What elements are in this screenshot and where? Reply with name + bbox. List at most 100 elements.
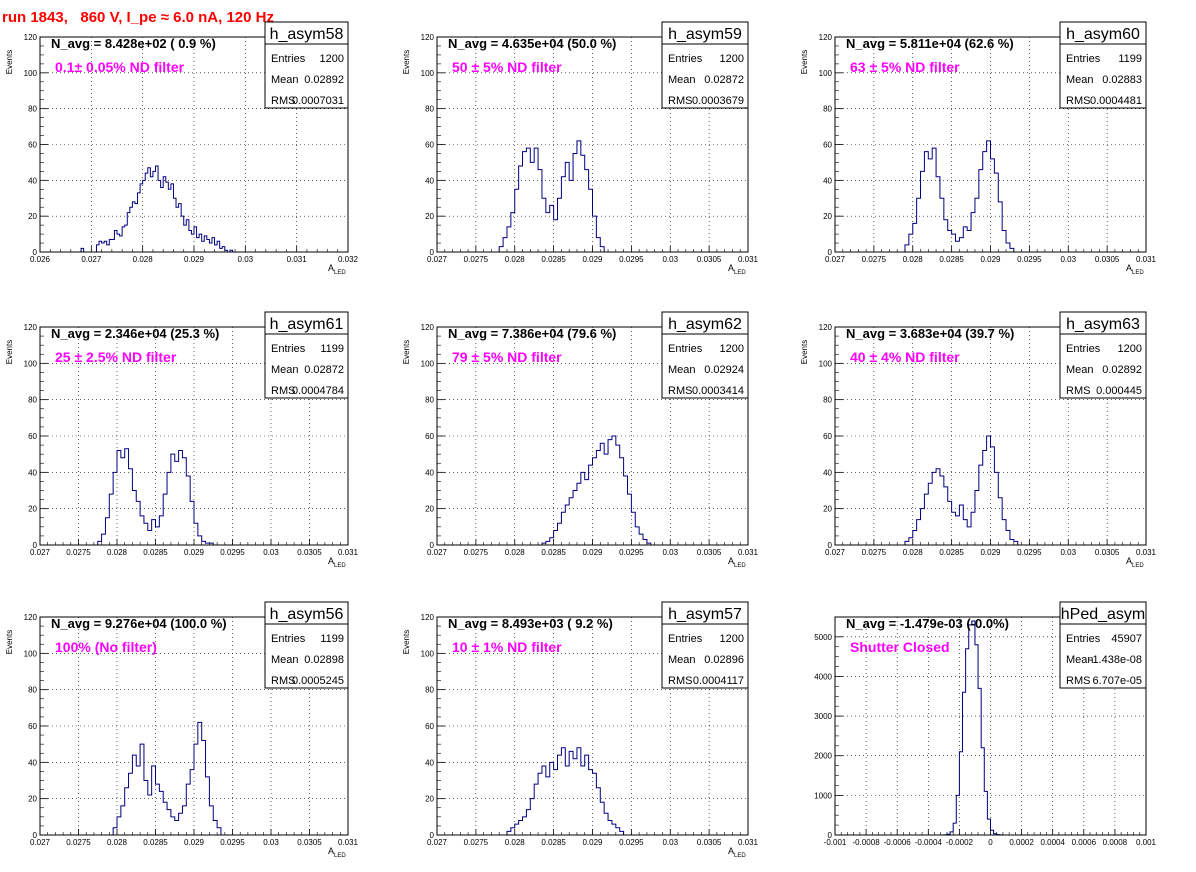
y-tick-label: 0 — [828, 831, 833, 840]
stats-label: Entries — [668, 633, 703, 645]
x-tick-label: 0.029 — [582, 255, 603, 264]
x-tick-label: 0.028 — [505, 838, 526, 847]
stats-value: 1200 — [720, 343, 744, 355]
y-axis-label: Events — [800, 50, 809, 74]
navg-label: N_avg = 4.635e+04 (50.0 %) — [448, 36, 616, 51]
y-tick-label: 60 — [425, 141, 434, 150]
x-tick-label: 0.027 — [825, 255, 846, 264]
stats-label: Mean — [668, 654, 696, 666]
stats-value: 1200 — [720, 633, 744, 645]
stats-value: 0.0004481 — [1090, 95, 1142, 107]
x-tick-label: 0.0006 — [1072, 838, 1097, 847]
histogram-series — [904, 435, 1019, 545]
y-axis-label: Events — [5, 50, 14, 74]
x-tick-label: 0.0295 — [220, 548, 245, 557]
y-tick-label: 60 — [28, 141, 37, 150]
y-tick-label: 20 — [823, 505, 832, 514]
histogram-panel: 0.027 0.0275 0.028 0.0285 0.029 0.0295 0.03 0.0… — [800, 21, 1157, 276]
x-tick-label: 0.028 — [505, 255, 526, 264]
y-axis-label: Events — [402, 340, 411, 364]
y-tick-label: 0 — [828, 541, 833, 550]
stats-label: Entries — [271, 53, 306, 65]
stats-value: 1199 — [320, 343, 344, 355]
histogram-series — [541, 435, 652, 545]
y-tick-label: 120 — [421, 323, 435, 332]
x-tick-label: 0.0275 — [464, 548, 489, 557]
stats-label: RMS — [1066, 95, 1090, 107]
y-axis-label: Events — [5, 630, 14, 654]
x-tick-label: 0.028 — [903, 255, 924, 264]
page-title: run 1843, 860 V, I_pe ≈ 6.0 nA, 120 Hz — [2, 9, 274, 26]
y-tick-label: 5000 — [814, 633, 832, 642]
y-tick-label: 60 — [823, 141, 832, 150]
x-tick-label: 0.029 — [980, 255, 1001, 264]
stats-label: Entries — [1066, 343, 1101, 355]
y-tick-label: 40 — [28, 176, 37, 185]
y-tick-label: 80 — [425, 396, 434, 405]
histogram-panel: 0.027 0.0275 0.028 0.0285 0.029 0.0295 0.03 0.0… — [800, 311, 1157, 569]
y-tick-label: 80 — [425, 105, 434, 114]
y-tick-label: 0 — [430, 541, 435, 550]
x-tick-label: 0.029 — [980, 548, 1001, 557]
filter-annotation: 25 ± 2.5% ND filter — [55, 349, 177, 365]
filter-annotation: 63 ± 5% ND filter — [850, 59, 960, 75]
histogram-panel: 0.027 0.0275 0.028 0.0285 0.029 0.0295 0.03 0.0… — [402, 601, 759, 859]
filter-annotation: 100% (No filter) — [55, 639, 157, 655]
x-tick-label: 0.0295 — [1017, 548, 1042, 557]
stats-box — [264, 43, 349, 109]
y-tick-label: 100 — [421, 359, 435, 368]
y-axis-label: Events — [800, 340, 809, 364]
y-tick-label: 40 — [28, 468, 37, 477]
y-tick-label: 120 — [421, 613, 435, 622]
x-tick-label: 0.0295 — [220, 838, 245, 847]
x-tick-label: 0.03 — [662, 255, 678, 264]
y-tick-label: 120 — [24, 613, 38, 622]
stats-label: Mean — [271, 74, 299, 86]
y-tick-label: 0 — [33, 831, 38, 840]
stats-label: Mean — [668, 364, 696, 376]
stats-value: 0.000445 — [1096, 385, 1142, 397]
x-tick-label: 0.0285 — [939, 548, 964, 557]
stats-value: 0.0004117 — [693, 675, 744, 687]
x-tick-label: 0.0008 — [1103, 838, 1128, 847]
histogram-name: h_asym57 — [668, 606, 742, 623]
y-tick-label: 100 — [24, 69, 38, 78]
x-tick-label: 0.027 — [30, 838, 51, 847]
x-tick-label: 0.0305 — [1095, 548, 1120, 557]
stats-value: 0.02892 — [1102, 364, 1142, 376]
y-tick-label: 1000 — [814, 791, 832, 800]
x-tick-label: 0.0275 — [66, 548, 91, 557]
y-tick-label: 0 — [33, 541, 38, 550]
histogram-series — [498, 140, 605, 252]
x-tick-label: 0.031 — [287, 255, 308, 264]
y-tick-label: 0 — [33, 248, 38, 257]
stats-label: Entries — [1066, 53, 1101, 65]
y-tick-label: 120 — [819, 323, 833, 332]
x-tick-label: 0.0285 — [939, 255, 964, 264]
stats-value: 1200 — [720, 53, 744, 65]
stats-label: RMS — [1066, 385, 1090, 397]
y-tick-label: 100 — [819, 69, 833, 78]
histogram-name: h_asym61 — [270, 316, 344, 333]
histogram-panel: 0.026 0.027 0.028 0.029 0.03 0.031 0.032 0 20 40 6… — [5, 21, 359, 276]
filter-annotation: Shutter Closed — [850, 639, 950, 655]
x-tick-label: 0.0285 — [541, 548, 566, 557]
stats-box — [661, 623, 749, 689]
x-tick-label: 0.028 — [107, 548, 128, 557]
stats-box — [264, 623, 349, 689]
y-tick-label: 20 — [28, 212, 37, 221]
stats-value: 0.02872 — [704, 74, 744, 86]
histogram-series — [943, 620, 1010, 836]
y-tick-label: 60 — [28, 432, 37, 441]
x-tick-label: 0.0305 — [697, 548, 722, 557]
y-tick-label: 2000 — [814, 752, 832, 761]
x-tick-label: 0.028 — [903, 548, 924, 557]
stats-value: 0.0003679 — [692, 95, 744, 107]
stats-value: 1200 — [1118, 343, 1142, 355]
x-axis-label: ALED — [328, 263, 346, 276]
x-tick-label: 0.0305 — [697, 255, 722, 264]
y-tick-label: 120 — [819, 33, 833, 42]
filter-annotation: 79 ± 5% ND filter — [452, 349, 562, 365]
y-tick-label: 100 — [819, 359, 833, 368]
x-tick-label: 0.03 — [238, 255, 254, 264]
